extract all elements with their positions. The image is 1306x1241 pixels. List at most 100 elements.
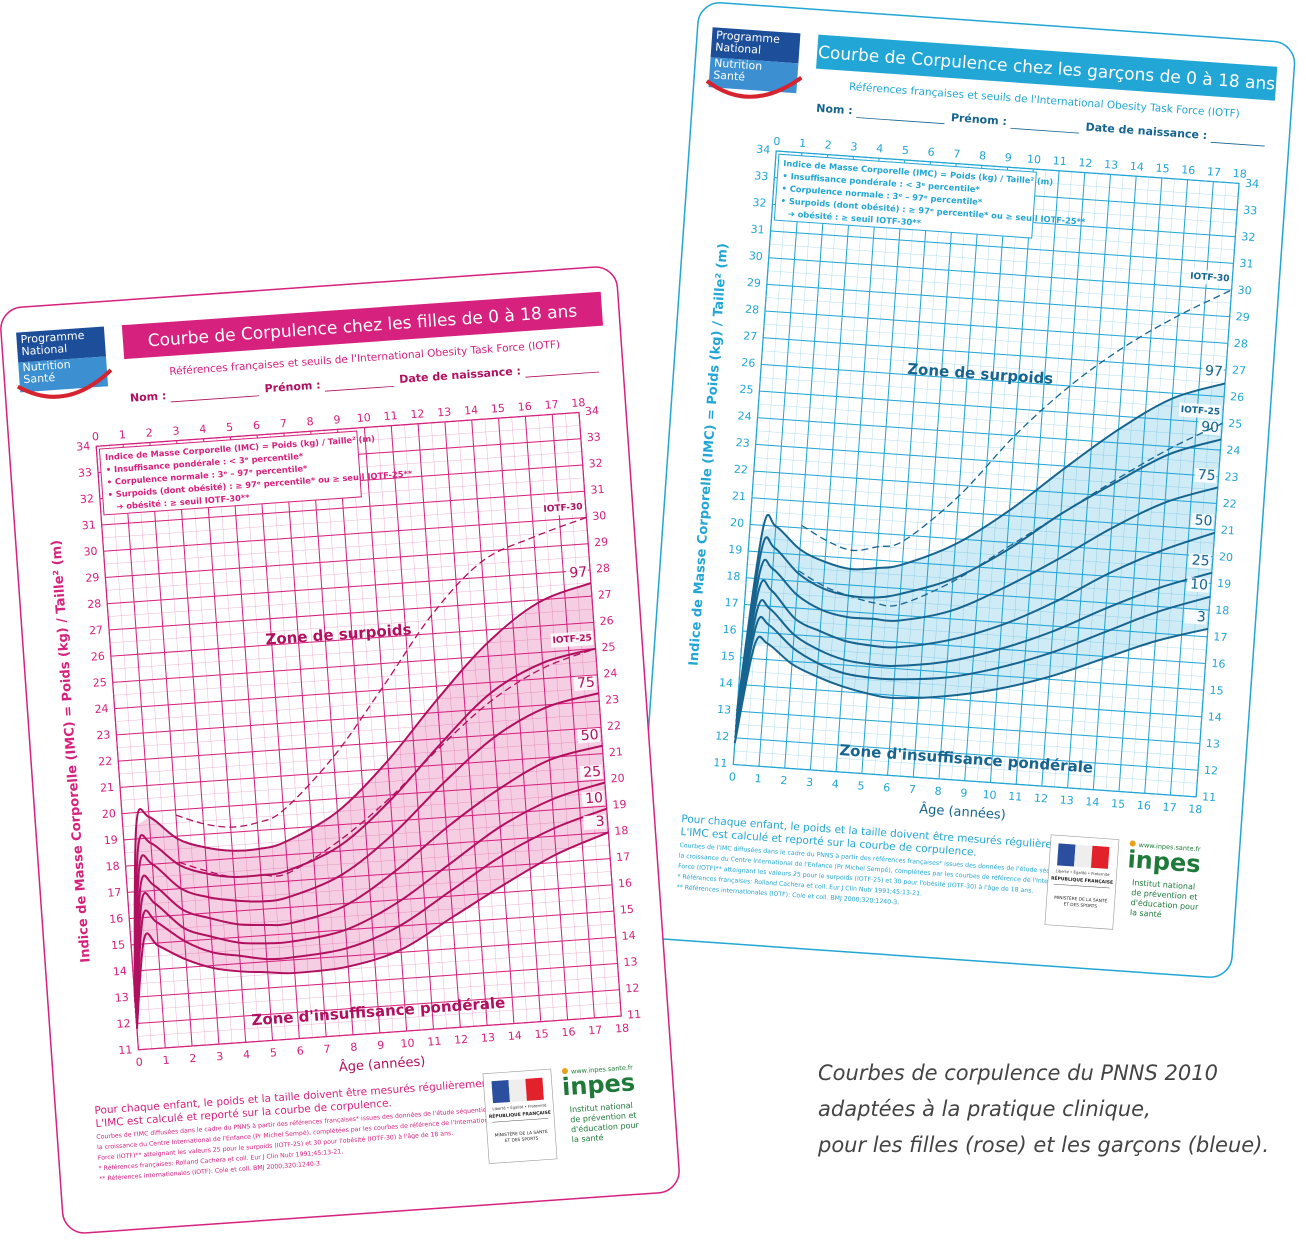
- series-label: 75: [577, 675, 596, 692]
- caption-line: Courbes de corpulence du PNNS 2010: [818, 1061, 1218, 1085]
- series-line: [133, 582, 592, 998]
- x-tick-label: 3: [216, 1050, 224, 1063]
- logo-text: Santé: [23, 371, 56, 386]
- series-label: IOTF-30: [1190, 272, 1230, 285]
- x-tick-label: 3: [806, 776, 814, 789]
- series-label: 75: [1197, 467, 1216, 484]
- y-tick-label: 19: [728, 543, 743, 557]
- y-tick-label: 32: [752, 196, 767, 210]
- logo-top: [710, 27, 801, 64]
- x-tick-label-top: 7: [279, 417, 287, 430]
- x-tick-label: 2: [189, 1052, 197, 1065]
- y-tick-label-right: 16: [1211, 657, 1226, 671]
- series-label-bg: [550, 630, 594, 648]
- ministry-name: MINISTÈRE DE LA SANTÉ: [1054, 893, 1108, 905]
- inpes-text: la santé: [1130, 907, 1163, 919]
- series-label-bg: [577, 727, 601, 744]
- y-tick-label-right: 29: [594, 535, 609, 549]
- form-line: [525, 371, 600, 378]
- x-tick-label: 15: [534, 1027, 549, 1041]
- x-tick-label-top: 8: [979, 149, 987, 162]
- x-tick-label: 7: [908, 783, 916, 796]
- y-tick-label: 21: [732, 489, 747, 503]
- y-tick-label-right: 27: [1232, 364, 1247, 378]
- series-label: 10: [585, 790, 604, 807]
- y-tick-label-right: 18: [1215, 604, 1230, 618]
- x-tick-label: 9: [960, 786, 968, 799]
- x-tick-label: 7: [323, 1042, 331, 1055]
- x-tick-label-top: 12: [410, 407, 425, 421]
- percentile-band: [734, 383, 1226, 744]
- y-tick-label: 33: [78, 466, 93, 480]
- x-tick-label-top: 11: [1052, 154, 1067, 168]
- girls-card: Programme National Nutrition Santé Courbe de…: [0, 265, 682, 1236]
- x-tick-label: 18: [615, 1022, 630, 1036]
- grid-line: [1041, 172, 1086, 787]
- series-line: [734, 531, 1215, 728]
- x-tick-label-top: 0: [773, 135, 781, 148]
- ministry-motto: Liberté • Égalité • Fraternité: [1055, 868, 1110, 877]
- series-label: 10: [1190, 576, 1209, 593]
- x-tick-label-top: 4: [876, 142, 884, 155]
- y-tick-label: 18: [726, 569, 741, 583]
- form-line: [1210, 141, 1265, 147]
- y-tick-label: 13: [114, 991, 129, 1005]
- grid-line: [1067, 174, 1111, 788]
- series-label-bg: [579, 764, 603, 781]
- x-tick-label: 14: [507, 1029, 522, 1043]
- x-tick-label: 4: [243, 1048, 251, 1061]
- y-tick-label-right: 33: [586, 430, 601, 444]
- grid-line: [95, 446, 139, 1050]
- x-tick-label-top: 10: [356, 411, 371, 425]
- series-line: [134, 647, 596, 1003]
- x-tick-label-top: 16: [517, 400, 532, 414]
- logo-swoosh: [16, 368, 113, 399]
- series-label-bg: [565, 565, 589, 581]
- x-tick-label: 16: [1136, 799, 1151, 813]
- y-tick-label: 11: [118, 1043, 133, 1057]
- series-label-bg: [1197, 419, 1221, 436]
- series-label: 90: [1201, 419, 1220, 436]
- x-tick-label-top: 16: [1181, 163, 1196, 177]
- x-tick-label-top: 3: [172, 424, 180, 437]
- y-tick-label: 13: [717, 703, 732, 717]
- series-line: [175, 516, 587, 828]
- y-tick-label: 31: [750, 223, 765, 237]
- x-tick-label: 12: [454, 1033, 469, 1047]
- x-tick-label-top: 18: [1232, 167, 1247, 181]
- y-tick-label-right: 24: [603, 667, 618, 681]
- series-line: [735, 438, 1222, 717]
- x-tick-label-top: 11: [383, 409, 398, 423]
- series-line: [134, 744, 603, 1014]
- y-tick-label-right: 21: [1220, 524, 1235, 538]
- legend-box: [98, 430, 362, 516]
- y-tick-label-right: 16: [618, 876, 633, 890]
- series-label: 3: [595, 814, 605, 831]
- flag-blue: [491, 1080, 510, 1104]
- x-tick-label-top: 3: [850, 140, 858, 153]
- flag-red: [525, 1077, 544, 1101]
- grid-line: [122, 444, 166, 1048]
- form-field: Prénom :: [264, 378, 321, 395]
- y-tick-label-right: 28: [596, 562, 611, 576]
- y-tick-label: 24: [737, 409, 752, 423]
- y-tick-label: 23: [735, 436, 750, 450]
- grid-line: [176, 440, 220, 1045]
- y-tick-label: 11: [713, 756, 728, 770]
- x-tick-label: 11: [427, 1035, 442, 1049]
- y-tick-label-right: 11: [627, 1008, 642, 1022]
- x-tick-label: 14: [1085, 795, 1100, 809]
- y-tick-label: 12: [715, 729, 730, 743]
- series-label-bg: [1184, 609, 1208, 625]
- x-tick-label-top: 10: [1027, 153, 1042, 167]
- y-tick-label-right: 33: [1243, 203, 1258, 217]
- x-tick-label: 16: [561, 1025, 576, 1039]
- y-tick-label-right: 32: [1241, 230, 1256, 244]
- series-label: 50: [1194, 512, 1213, 529]
- grid-line: [524, 416, 569, 1020]
- x-tick-label-top: 18: [571, 396, 586, 410]
- y-tick-label-right: 32: [588, 457, 603, 471]
- logo-swoosh: [705, 75, 803, 99]
- x-tick-label: 1: [754, 772, 762, 785]
